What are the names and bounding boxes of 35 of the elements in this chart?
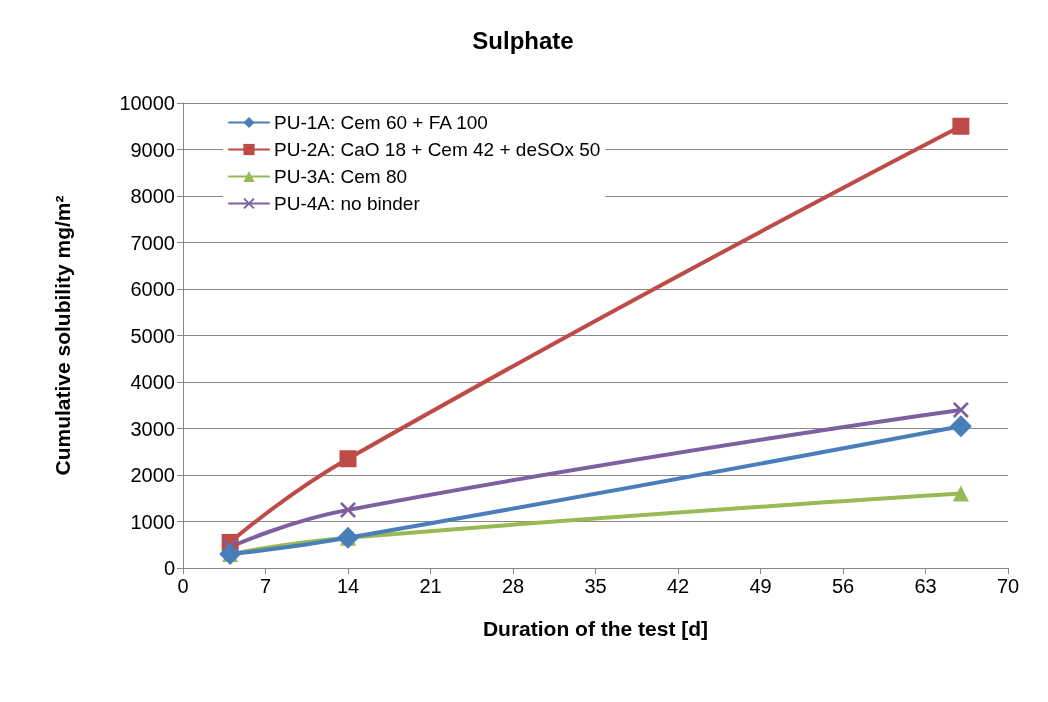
y-tick-label: 3000: [130, 417, 175, 440]
y-tick-label: 8000: [130, 185, 175, 207]
x-axis-title: Duration of the test [d]: [482, 617, 709, 640]
x-tick-label: 14: [336, 575, 360, 597]
legend-label: PU-2A: CaO 18 + Cem 42 + deSOx 50: [274, 139, 601, 160]
point: [949, 415, 972, 438]
x-tick-label: 21: [419, 575, 442, 597]
x-tick-label: 56: [831, 575, 855, 597]
x-tick-label: 28: [501, 575, 525, 597]
y-tick-label: 7000: [130, 231, 175, 254]
chart-title: Sulphate: [472, 26, 574, 54]
x-tick-label: 35: [584, 575, 607, 597]
y-tick-label: 10000: [119, 92, 175, 114]
y-tick-label: 5000: [130, 324, 175, 347]
y-tick-label: 6000: [130, 278, 175, 300]
point: [952, 485, 969, 502]
y-tick-label: 2000: [130, 464, 175, 486]
y-tick-label: 1000: [130, 510, 175, 533]
legend-label: PU-3A: Cem 80: [274, 166, 408, 187]
x-tick-label: 7: [259, 575, 272, 597]
x-tick-label: 70: [996, 575, 1020, 597]
x-tick-label: 49: [749, 575, 772, 597]
point: [339, 450, 357, 468]
y-tick-label: 0: [163, 557, 175, 579]
point: [952, 117, 970, 135]
y-tick-label: 4000: [130, 371, 175, 393]
legend-label: PU-4A: no binder: [274, 193, 421, 214]
x-tick-label: 0: [177, 575, 189, 597]
x-tick-label: 63: [914, 575, 937, 597]
legend-label: PU-1A: Cem 60 + FA 100: [274, 112, 488, 133]
y-axis-title: Cumulative solubility mg/m²: [51, 195, 74, 476]
point: [952, 401, 969, 418]
point: [340, 501, 356, 518]
x-tick-label: 42: [666, 575, 690, 597]
y-tick-label: 9000: [130, 138, 175, 161]
